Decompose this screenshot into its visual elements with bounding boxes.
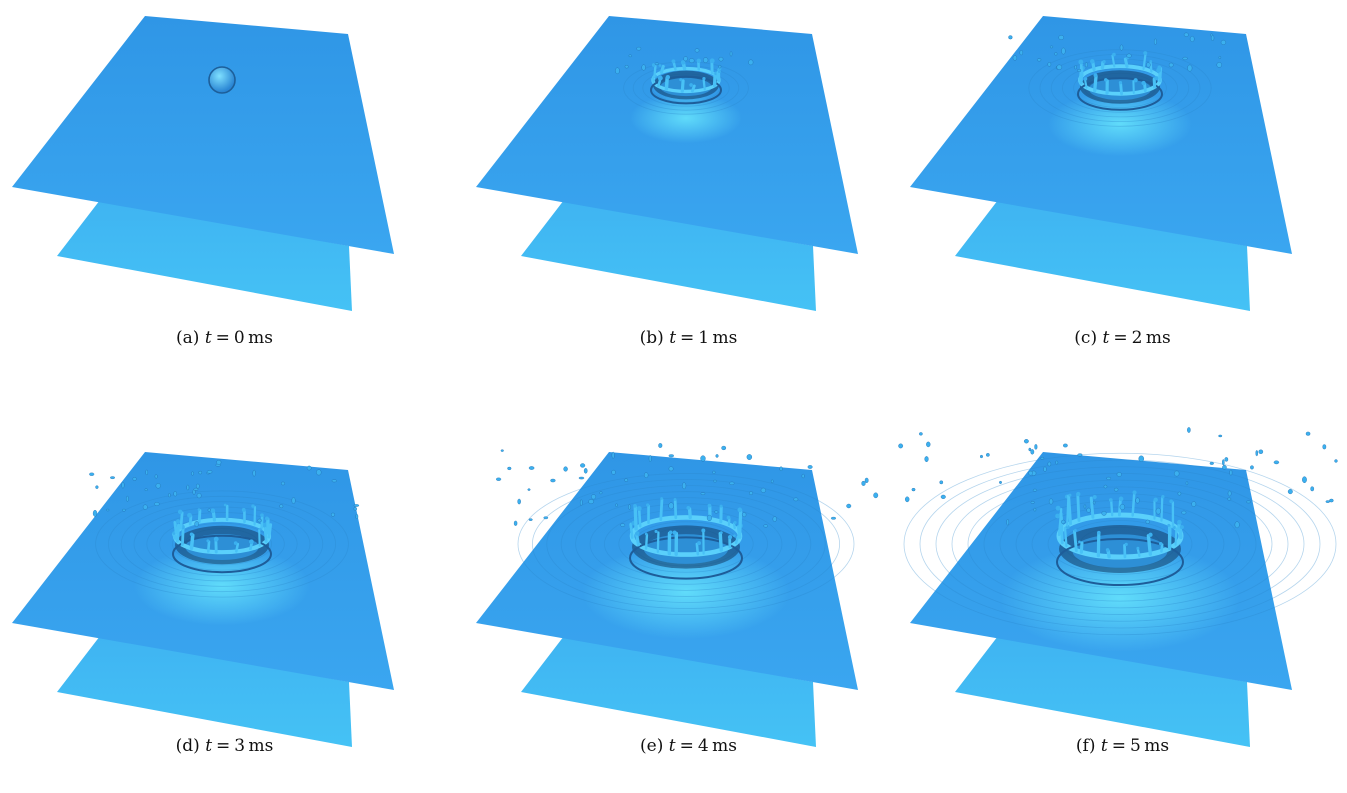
lower-fluid-sheet [521, 636, 816, 747]
spray-droplets [1008, 32, 1227, 72]
splash-crown [1055, 490, 1184, 586]
panel-a: (a) t = 0 ms [0, 0, 449, 396]
spray-droplets [496, 443, 879, 528]
splash-render-d [12, 452, 394, 747]
caption-a: (a) t = 0 ms [0, 328, 449, 348]
time-unit: ms [248, 736, 274, 756]
impact-glow [630, 92, 742, 144]
time-unit: ms [1144, 736, 1170, 756]
lower-fluid-sheet [57, 200, 352, 311]
equals-sign: = [216, 736, 231, 756]
lower-fluid-sheet [955, 200, 1250, 311]
panel-c: (c) t = 2 ms [898, 0, 1347, 396]
time-value: 4 [697, 736, 709, 756]
splash-render-f [898, 427, 1338, 747]
time-variable: t [205, 736, 213, 756]
splash-render-e [476, 443, 879, 747]
splash-crown [629, 497, 743, 580]
time-variable: t [204, 328, 212, 348]
ripples [903, 452, 1337, 636]
upper-fluid-sheet [12, 16, 394, 254]
equals-sign: = [680, 328, 695, 348]
equals-sign: = [1113, 328, 1128, 348]
splash-crown [1077, 51, 1163, 111]
caption-e: (e) t = 4 ms [464, 736, 913, 756]
panel-f: (f) t = 5 ms [898, 396, 1347, 792]
equals-sign: = [1111, 736, 1126, 756]
time-unit: ms [248, 328, 273, 348]
ripples [517, 473, 855, 615]
splash-crown [171, 503, 273, 574]
caption-d: (d) t = 3 ms [0, 736, 449, 756]
impact-glow [582, 545, 790, 639]
time-value: 0 [233, 328, 245, 348]
time-variable: t [1102, 328, 1110, 348]
spray-droplets [898, 427, 1338, 529]
impact-glow [1048, 91, 1192, 157]
caption-f: (f) t = 5 ms [898, 736, 1347, 756]
splash-render-b [476, 16, 858, 311]
caption-letter: (d) [175, 736, 200, 756]
caption-letter: (f) [1075, 736, 1096, 756]
panel-d: (d) t = 3 ms [0, 396, 449, 792]
spray-droplets [615, 46, 754, 75]
caption-b: (b) t = 1 ms [464, 328, 913, 348]
ripples [1028, 49, 1212, 127]
time-value: 2 [1131, 328, 1143, 348]
lower-fluid-sheet [521, 200, 816, 311]
impact-glow [134, 546, 310, 626]
time-unit: ms [712, 328, 738, 348]
falling-droplet [208, 66, 236, 94]
lower-fluid-sheet [57, 636, 352, 747]
equals-sign: = [215, 328, 230, 348]
caption-letter: (b) [639, 328, 664, 348]
panel-e: (e) t = 4 ms [464, 396, 913, 792]
time-variable: t [669, 328, 677, 348]
impact-glow [1000, 544, 1240, 652]
spray-droplets [89, 460, 360, 527]
lower-fluid-sheet [955, 636, 1250, 747]
time-unit: ms [712, 736, 737, 756]
time-unit: ms [1145, 328, 1171, 348]
caption-letter: (a) [176, 328, 200, 348]
splash-crown [650, 58, 722, 105]
caption-letter: (e) [640, 736, 664, 756]
time-value: 1 [698, 328, 710, 348]
time-variable: t [1100, 736, 1108, 756]
time-value: 3 [234, 736, 246, 756]
caption-c: (c) t = 2 ms [898, 328, 1347, 348]
time-value: 5 [1129, 736, 1141, 756]
caption-letter: (c) [1074, 328, 1098, 348]
equals-sign: = [679, 736, 694, 756]
panel-b: (b) t = 1 ms [464, 0, 913, 396]
splash-render-a [12, 16, 394, 311]
time-variable: t [668, 736, 676, 756]
splash-render-c [910, 16, 1292, 311]
